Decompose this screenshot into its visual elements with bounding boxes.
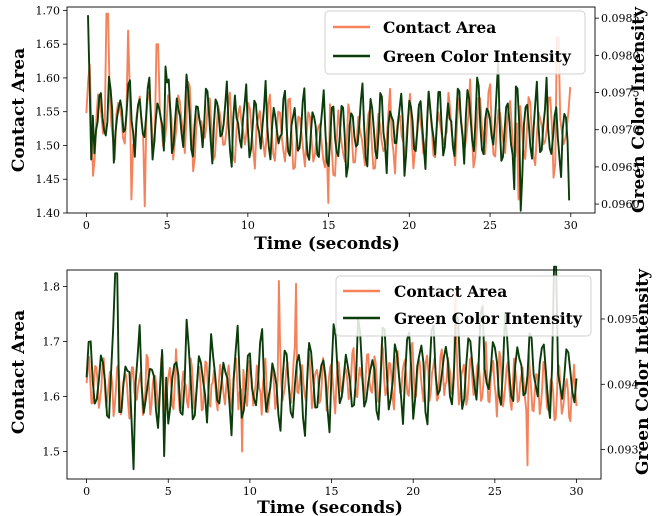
bottom-ticks: 0 5 10 15 20 25 30 1.5 1.6 1.7 1.8 0.093 0.094 0.095 bbox=[43, 281, 639, 499]
top-legend-label-contact: Contact Area bbox=[383, 18, 496, 37]
bottom-series-green-intensity bbox=[85, 265, 578, 471]
bottom-legend-label-contact: Contact Area bbox=[394, 282, 507, 301]
top-y2tick-label: 0.0960 bbox=[601, 198, 640, 211]
top-y2tick-label: 0.0980 bbox=[601, 49, 640, 62]
top-chart: 0 5 10 15 20 25 30 1.40 1.45 1.50 1.55 1.60 1.65 1.70… bbox=[9, 4, 649, 254]
top-ytick-label: 1.40 bbox=[36, 207, 61, 220]
bottom-xlabel: Time (seconds) bbox=[257, 498, 403, 516]
top-ytick-label: 1.60 bbox=[36, 72, 61, 85]
bottom-y2tick-label: 0.095 bbox=[607, 313, 639, 326]
top-y2tick-label: 0.0985 bbox=[601, 12, 640, 25]
bottom-y2tick-label: 0.093 bbox=[607, 444, 639, 457]
top-xtick-label: 15 bbox=[322, 219, 336, 232]
bottom-legend-label-green: Green Color Intensity bbox=[394, 309, 583, 328]
bottom-chart: 0 5 10 15 20 25 301.51.61.71.80.0930.0940.095 … bbox=[9, 265, 653, 516]
top-series-contact-area bbox=[85, 12, 572, 208]
top-y2label: Green Color Intensity bbox=[629, 6, 649, 213]
top-ytick-label: 1.45 bbox=[36, 173, 61, 186]
bottom-ytick-label: 1.7 bbox=[43, 336, 61, 349]
bottom-series-group bbox=[85, 265, 578, 471]
bottom-xtick-label: 5 bbox=[165, 485, 172, 498]
top-legend-box bbox=[324, 10, 586, 75]
bottom-xtick-label: 0 bbox=[83, 485, 90, 498]
top-ytick-label: 1.70 bbox=[36, 4, 61, 17]
top-series-green-intensity bbox=[87, 15, 571, 212]
top-legend: Contact Area Green Color Intensity bbox=[324, 10, 586, 75]
bottom-ytick-label: 1.8 bbox=[43, 281, 61, 294]
bottom-xtick-label: 15 bbox=[325, 485, 339, 498]
bottom-ylabel: Contact Area bbox=[9, 310, 29, 434]
bottom-xtick-label: 20 bbox=[406, 485, 420, 498]
top-ticks: 0 5 10 15 20 25 30 1.40 1.45 1.50 1.55 1.60 1.65 1.70… bbox=[36, 4, 640, 232]
top-plot-frame bbox=[66, 6, 596, 214]
top-series-group bbox=[85, 12, 572, 212]
bottom-legend: Contact Area Green Color Intensity bbox=[335, 275, 592, 337]
top-ylabel: Contact Area bbox=[9, 48, 29, 172]
top-xtick-label: 30 bbox=[564, 219, 578, 232]
top-legend-label-green: Green Color Intensity bbox=[383, 47, 572, 66]
top-xtick-label: 25 bbox=[483, 219, 497, 232]
top-y2tick-label: 0.0975 bbox=[601, 87, 640, 100]
top-ytick-label: 1.55 bbox=[36, 106, 61, 119]
bottom-ytick-label: 1.5 bbox=[43, 446, 61, 459]
bottom-xtick-label: 10 bbox=[243, 485, 257, 498]
bottom-plot-frame bbox=[66, 269, 602, 480]
bottom-ytick-label: 1.6 bbox=[43, 391, 61, 404]
top-y2tick-label: 0.0970 bbox=[601, 124, 640, 137]
top-ytick-label: 1.50 bbox=[36, 139, 61, 152]
top-xlabel: Time (seconds) bbox=[254, 234, 400, 254]
top-xtick-label: 10 bbox=[241, 219, 255, 232]
bottom-legend-box bbox=[335, 275, 592, 337]
top-y2tick-label: 0.0965 bbox=[601, 161, 640, 174]
top-xtick-label: 20 bbox=[402, 219, 416, 232]
top-ytick-label: 1.65 bbox=[36, 38, 61, 51]
bottom-y2tick-label: 0.094 bbox=[607, 378, 639, 391]
bottom-xtick-label: 30 bbox=[570, 485, 584, 498]
top-xtick-label: 0 bbox=[83, 219, 90, 232]
bottom-y2label: Green Color Intensity bbox=[633, 268, 653, 475]
top-xtick-label: 5 bbox=[164, 219, 171, 232]
bottom-xtick-label: 25 bbox=[488, 485, 502, 498]
